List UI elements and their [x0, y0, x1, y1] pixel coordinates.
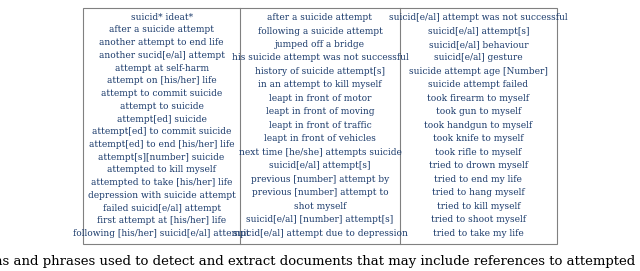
Text: attempt to suicide: attempt to suicide	[120, 102, 204, 111]
Text: tried to drown myself: tried to drown myself	[429, 161, 528, 170]
Text: after a suicide attempt: after a suicide attempt	[109, 25, 214, 34]
Text: attempted to take [his/her] life: attempted to take [his/her] life	[91, 178, 232, 187]
Text: suicid[e/al] attempt due to depression: suicid[e/al] attempt due to depression	[232, 229, 408, 238]
Text: tried to take my life: tried to take my life	[433, 229, 524, 238]
Text: previous [number] attempt by: previous [number] attempt by	[251, 175, 389, 184]
Text: attempted to kill myself: attempted to kill myself	[107, 166, 216, 175]
Text: suicid[e/al] attempt[s]: suicid[e/al] attempt[s]	[428, 27, 529, 36]
Text: attempt at self-harm: attempt at self-harm	[115, 63, 209, 73]
Text: another attempt to end life: another attempt to end life	[99, 38, 224, 47]
Text: attempt[ed] to end [his/her] life: attempt[ed] to end [his/her] life	[89, 140, 234, 149]
Text: suicid[e/al] behaviour: suicid[e/al] behaviour	[429, 40, 528, 49]
Text: took handgun to myself: took handgun to myself	[424, 121, 532, 130]
Text: failed suicid[e/al] attempt: failed suicid[e/al] attempt	[102, 204, 221, 213]
Text: suicide attempt failed: suicide attempt failed	[428, 80, 529, 89]
Text: his suicide attempt was not successful: his suicide attempt was not successful	[232, 53, 408, 63]
Text: suicide attempt age [Number]: suicide attempt age [Number]	[409, 67, 548, 76]
Text: attempt[ed] suicide: attempt[ed] suicide	[116, 115, 207, 124]
Text: tried to kill myself: tried to kill myself	[436, 202, 520, 211]
Text: leapt in front of traffic: leapt in front of traffic	[269, 121, 371, 130]
Text: attempt to commit suicide: attempt to commit suicide	[101, 89, 222, 98]
Text: following [his/her] suicid[e/al] attempt: following [his/her] suicid[e/al] attempt	[73, 229, 250, 238]
Text: shot myself: shot myself	[294, 202, 346, 211]
Text: attempt[ed] to commit suicide: attempt[ed] to commit suicide	[92, 127, 231, 136]
Text: attempt[s][number] suicide: attempt[s][number] suicide	[99, 153, 225, 162]
Text: attempt on [his/her] life: attempt on [his/her] life	[107, 76, 216, 85]
Text: another sucid[e/al] attempt: another sucid[e/al] attempt	[99, 51, 225, 60]
Text: suicid[e/al] [number] attempt[s]: suicid[e/al] [number] attempt[s]	[246, 215, 394, 224]
Text: took firearm to myself: took firearm to myself	[428, 94, 529, 103]
Text: in an attempt to kill myself: in an attempt to kill myself	[259, 80, 381, 89]
Text: following a suicide attempt: following a suicide attempt	[257, 27, 383, 36]
Text: took rifle to myself: took rifle to myself	[435, 148, 522, 157]
Text: next time [he/she] attempts suicide: next time [he/she] attempts suicide	[239, 148, 401, 157]
Text: tried to shoot myself: tried to shoot myself	[431, 215, 526, 224]
Text: previous [number] attempt to: previous [number] attempt to	[252, 188, 388, 197]
Text: suicid[e/al] attempt[s]: suicid[e/al] attempt[s]	[269, 161, 371, 170]
Text: leapt in front of moving: leapt in front of moving	[266, 107, 374, 116]
FancyBboxPatch shape	[83, 8, 557, 244]
Text: leapt in front of motor: leapt in front of motor	[269, 94, 371, 103]
Text: leapt in front of vehicles: leapt in front of vehicles	[264, 134, 376, 143]
Text: suicid* ideat*: suicid* ideat*	[131, 12, 193, 22]
Text: first attempt at [his/her] life: first attempt at [his/her] life	[97, 217, 226, 225]
Text: history of suicide attempt[s]: history of suicide attempt[s]	[255, 67, 385, 76]
Text: suicid[e/al] attempt was not successful: suicid[e/al] attempt was not successful	[389, 13, 568, 22]
Text: took gun to myself: took gun to myself	[436, 107, 521, 116]
Text: suicid[e/al] gesture: suicid[e/al] gesture	[434, 53, 523, 63]
Text: depression with suicide attempt: depression with suicide attempt	[88, 191, 236, 200]
Text: after a suicide attempt: after a suicide attempt	[268, 13, 372, 22]
Text: ns and phrases used to detect and extract documents that may include references : ns and phrases used to detect and extrac…	[0, 255, 640, 268]
Text: tried to hang myself: tried to hang myself	[432, 188, 525, 197]
Text: took knife to myself: took knife to myself	[433, 134, 524, 143]
Text: tried to end my life: tried to end my life	[435, 175, 522, 184]
Text: jumped off a bridge: jumped off a bridge	[275, 40, 365, 49]
